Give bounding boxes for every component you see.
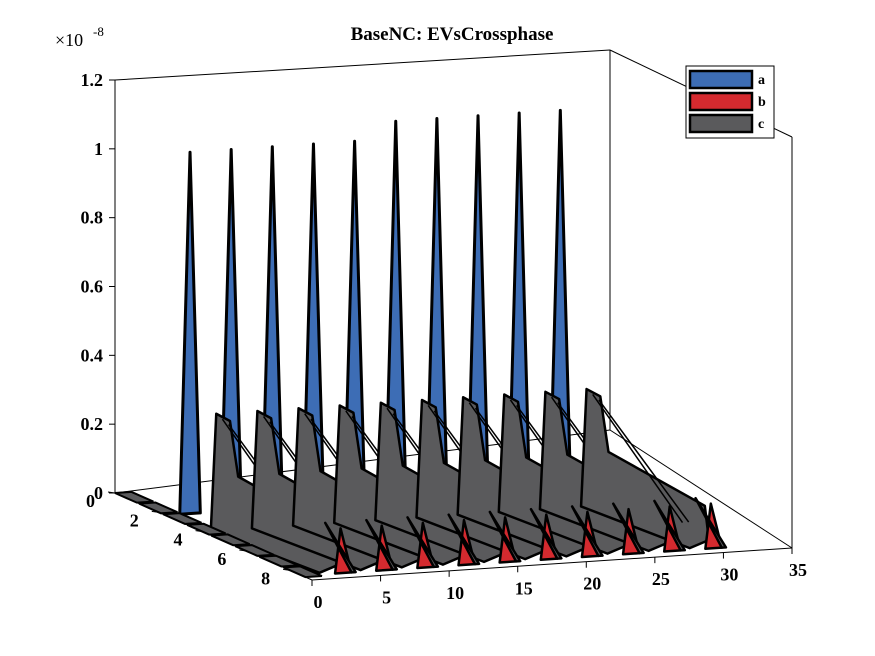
floor-right-edge [609, 429, 793, 549]
x-tick-label: 5 [382, 587, 391, 607]
y-tick-mark [283, 568, 291, 571]
y-tick-label: 4 [174, 530, 183, 550]
series-c-front-ridge [488, 510, 522, 563]
z-tick-label: 1.2 [81, 70, 104, 90]
y-tick-mark [151, 510, 159, 513]
legend-swatch-a [688, 69, 754, 90]
y-tick-label: 2 [130, 510, 139, 530]
series-c-front-ridge [653, 499, 687, 552]
data-surfaces [114, 108, 728, 579]
floor-stripe-segment [283, 565, 323, 579]
series-c-facet [598, 399, 690, 523]
floor-stripe-segment [138, 501, 178, 515]
z-tick-label: 0.8 [81, 208, 104, 228]
floor-stripe-segment [114, 490, 154, 504]
x-tick-label: 0 [314, 592, 323, 612]
y-tick-mark [195, 530, 203, 533]
z-tick-label: 0 [94, 483, 103, 503]
legend: abc [685, 65, 775, 139]
exponent-power: -8 [93, 24, 104, 39]
exponent-label: ×10 -8 [55, 24, 104, 50]
z-tick-label: 0.6 [81, 277, 104, 297]
exponent-base: ×10 [55, 30, 83, 50]
floor-stripe-segment [234, 544, 275, 557]
x-tick-label: 25 [652, 569, 670, 589]
y-tick-mark [239, 549, 247, 552]
x-axis-line [311, 547, 793, 581]
series-c-facet [592, 394, 684, 523]
y-tick-label: 8 [261, 568, 270, 588]
z-tick-label: 1 [94, 139, 103, 159]
floor-stripe-segment [210, 533, 251, 547]
floor-stripe-segment [162, 512, 202, 525]
x-tick-label: 10 [446, 583, 464, 603]
z-tick-label: 0.2 [81, 414, 104, 434]
floor-stripe-segment [259, 554, 299, 568]
series-c-front-ridge [570, 505, 604, 558]
y-tick-label: 6 [217, 549, 226, 569]
series-c-front-ridge [694, 496, 728, 549]
x-tick-label: 20 [583, 574, 601, 594]
series-c-front-ridge [612, 502, 645, 555]
series-c-front-ridge [365, 518, 399, 571]
series-c-front-ridge [324, 521, 357, 574]
y-tick-label: 0 [86, 491, 95, 511]
legend-label-b: b [758, 95, 766, 110]
z-tick-label: 0.4 [81, 345, 104, 365]
x-tick-label: 15 [515, 578, 533, 598]
axis-ticks: 0 5 10 15 20 25 30 35 0 2 4 6 8 0 0.2 0.4 0.6 0.8 1 1.2 [81, 70, 808, 612]
legend-swatch-c [688, 113, 754, 134]
chart-title: BaseNC: EVsCrossphase [351, 24, 554, 45]
back-top-edge [114, 49, 611, 81]
legend-label-c: c [758, 117, 764, 132]
legend-label-a: a [758, 73, 765, 88]
x-tick-label: 30 [720, 565, 738, 585]
series-c-front-ridge [406, 516, 440, 569]
series-c-front-ridge [447, 513, 481, 566]
series-c-front-ridge [529, 507, 563, 560]
x-tick-label: 35 [789, 560, 807, 580]
legend-swatch-b [688, 91, 754, 112]
series-a-spike [178, 150, 202, 516]
